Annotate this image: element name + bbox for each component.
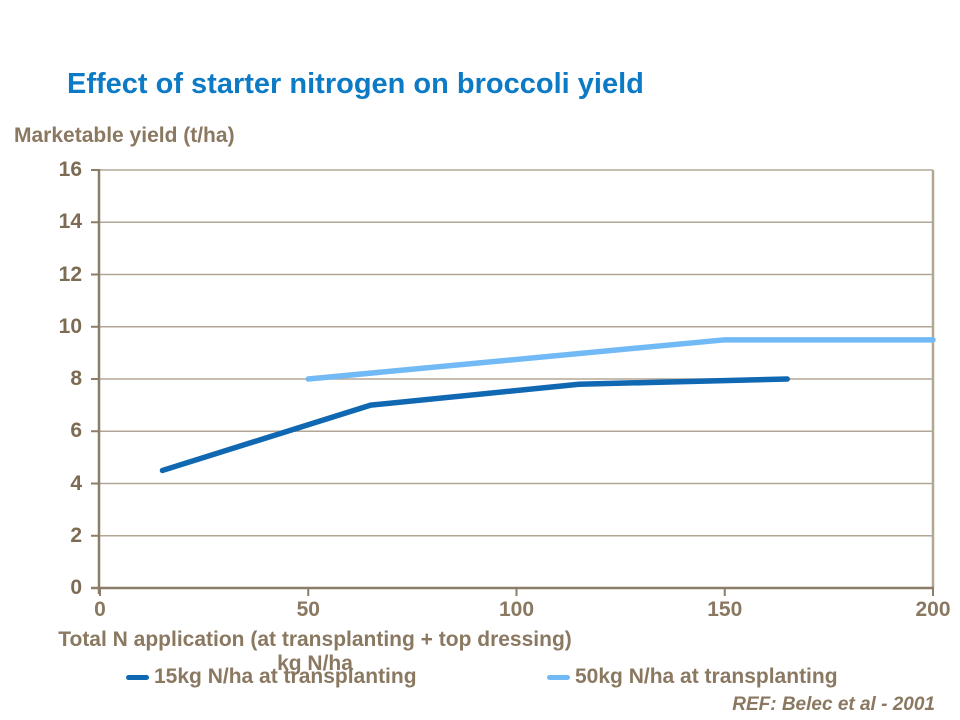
- legend-item-50kg: 50kg N/ha at transplanting: [547, 663, 838, 691]
- y-axis-title: Marketable yield (t/ha): [14, 124, 235, 147]
- x-tick-label: 0: [94, 598, 106, 621]
- legend-swatch-light-blue-icon: [547, 674, 570, 680]
- y-tick-labels: 16 14 12 10 8 6 4 2 0: [0, 0, 82, 720]
- x-tick-label: 100: [498, 598, 535, 621]
- y-tick-label: 16: [58, 158, 82, 181]
- legend: 15kg N/ha at transplanting 50kg N/ha at …: [0, 663, 960, 691]
- legend-label-15kg: 15kg N/ha at transplanting: [154, 665, 417, 688]
- legend-swatch-dark-blue-icon: [126, 674, 149, 680]
- x-axis-title: Total N application (at transplanting + …: [0, 628, 960, 676]
- y-tick-label: 6: [70, 419, 82, 443]
- chart-title: Effect of starter nitrogen on broccoli y…: [67, 68, 644, 100]
- legend-label-50kg: 50kg N/ha at transplanting: [575, 665, 838, 688]
- x-tick-label: 200: [915, 598, 951, 621]
- x-tick-label: 150: [707, 598, 743, 621]
- reference-citation: REF: Belec et al - 2001: [732, 694, 935, 715]
- x-axis-title-text: Total N application (at transplanting + …: [58, 628, 572, 675]
- y-tick-label: 10: [58, 314, 82, 338]
- y-tick-label: 14: [58, 210, 82, 234]
- y-tick-label: 12: [58, 262, 82, 286]
- x-tick-labels: 0 50 100 150 200: [0, 597, 960, 623]
- x-tick-label: 50: [296, 598, 320, 621]
- y-tick-label: 4: [70, 471, 82, 495]
- legend-item-15kg: 15kg N/ha at transplanting: [126, 663, 417, 691]
- y-tick-label: 0: [70, 576, 82, 599]
- y-tick-label: 2: [70, 523, 82, 547]
- y-tick-label: 8: [70, 367, 82, 390]
